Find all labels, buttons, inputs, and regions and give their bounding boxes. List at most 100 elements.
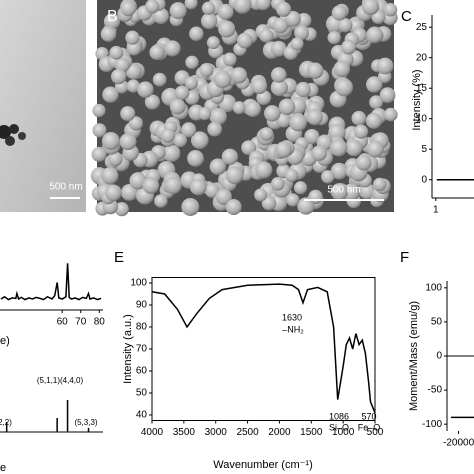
particle bbox=[126, 79, 140, 93]
particle bbox=[251, 78, 268, 95]
particle bbox=[295, 81, 311, 98]
particle bbox=[125, 30, 140, 45]
particle bbox=[335, 78, 354, 97]
y-tick-label: 10 bbox=[416, 113, 428, 124]
particle bbox=[199, 62, 214, 77]
particle bbox=[189, 26, 204, 41]
particle bbox=[365, 112, 382, 129]
particle bbox=[119, 133, 137, 151]
particle bbox=[330, 183, 349, 201]
x-tick-label: 2000 bbox=[268, 427, 291, 438]
x-tick-label: -20000 bbox=[443, 438, 474, 449]
x-axis-label: Wavenumber (cm⁻¹) bbox=[213, 459, 313, 471]
particle bbox=[181, 197, 200, 216]
panel-label: C bbox=[401, 8, 412, 25]
sem-overlay: B 500 nm bbox=[107, 8, 384, 201]
x-tick-label: 60 bbox=[57, 317, 69, 328]
particle bbox=[92, 123, 107, 138]
particle bbox=[111, 68, 127, 85]
particle bbox=[100, 26, 117, 42]
particle bbox=[209, 107, 227, 126]
x-axis-label: e bbox=[0, 462, 6, 474]
panel-label: B bbox=[107, 8, 118, 25]
particle bbox=[241, 140, 257, 156]
particle bbox=[187, 150, 204, 167]
y-tick-label: 100 bbox=[130, 278, 147, 289]
particle bbox=[331, 5, 347, 21]
x-axis-label: e) bbox=[0, 335, 10, 347]
particle bbox=[225, 166, 244, 185]
y-tick-label: 70 bbox=[136, 344, 148, 355]
particle bbox=[270, 67, 287, 83]
y-tick-label: -100 bbox=[422, 419, 442, 430]
particle bbox=[369, 95, 384, 110]
particle bbox=[270, 40, 287, 57]
y-tick-label: -50 bbox=[428, 385, 443, 396]
y-axis-label: Intensity (%) bbox=[411, 69, 423, 130]
x-tick-label: 1500 bbox=[300, 427, 323, 438]
data-line bbox=[0, 263, 102, 301]
particle bbox=[345, 139, 363, 157]
particle bbox=[259, 28, 274, 43]
y-tick-label: 25 bbox=[416, 22, 428, 33]
particle bbox=[201, 12, 218, 30]
y-axis-label: Moment/Mass (emu/g) bbox=[408, 301, 420, 411]
particle bbox=[327, 30, 341, 45]
annotation: –NH₂ bbox=[282, 324, 304, 334]
particle bbox=[311, 145, 328, 161]
particle bbox=[164, 40, 181, 57]
x-tick-label: 1000 bbox=[332, 427, 355, 438]
particle bbox=[102, 86, 119, 103]
particle bbox=[270, 78, 289, 97]
particle bbox=[290, 37, 304, 51]
particle bbox=[154, 194, 168, 208]
particle bbox=[174, 85, 190, 101]
particle bbox=[373, 177, 387, 192]
particle bbox=[185, 55, 199, 69]
particle bbox=[244, 100, 261, 117]
scale-label: 500 nm bbox=[327, 185, 360, 196]
peak-label: (4,4,0) bbox=[60, 376, 83, 385]
particle bbox=[306, 109, 323, 126]
particle bbox=[173, 133, 188, 148]
particle bbox=[272, 17, 289, 34]
particle bbox=[169, 98, 186, 115]
particle bbox=[218, 20, 236, 38]
particle bbox=[120, 106, 136, 122]
particle bbox=[149, 44, 165, 60]
particle bbox=[259, 127, 274, 141]
annotation: 1086 bbox=[329, 411, 349, 421]
x-tick-label: 70 bbox=[75, 317, 87, 328]
particle bbox=[366, 26, 384, 44]
particle bbox=[120, 0, 137, 17]
particle bbox=[152, 7, 170, 24]
annotation: 570 bbox=[361, 411, 376, 421]
y-axis-label: Intensity (a.u.) bbox=[122, 314, 134, 384]
x-tick-label: 80 bbox=[94, 317, 106, 328]
particle bbox=[189, 178, 207, 196]
annotation: Fe–O bbox=[358, 422, 381, 432]
particle bbox=[169, 2, 187, 20]
particle bbox=[137, 81, 154, 98]
particle bbox=[270, 177, 285, 191]
particle bbox=[145, 0, 160, 14]
particle bbox=[361, 0, 380, 16]
particle bbox=[366, 140, 384, 158]
particle bbox=[333, 60, 351, 78]
tem-image: 500 nm bbox=[0, 0, 86, 212]
peak-label: (5,3,3) bbox=[74, 418, 97, 427]
particle bbox=[289, 113, 308, 132]
particle bbox=[101, 167, 119, 185]
x-tick-label: 4000 bbox=[141, 427, 164, 438]
particle bbox=[383, 107, 398, 122]
particle bbox=[160, 128, 176, 143]
particle bbox=[264, 105, 281, 122]
y-tick-label: 60 bbox=[136, 366, 148, 377]
particle bbox=[207, 121, 223, 137]
scale-label: 500 nm bbox=[49, 182, 82, 193]
particle bbox=[230, 67, 248, 84]
particle bbox=[142, 177, 160, 194]
particle bbox=[101, 131, 120, 150]
particle bbox=[114, 202, 129, 217]
y-tick-label: 50 bbox=[431, 317, 443, 328]
